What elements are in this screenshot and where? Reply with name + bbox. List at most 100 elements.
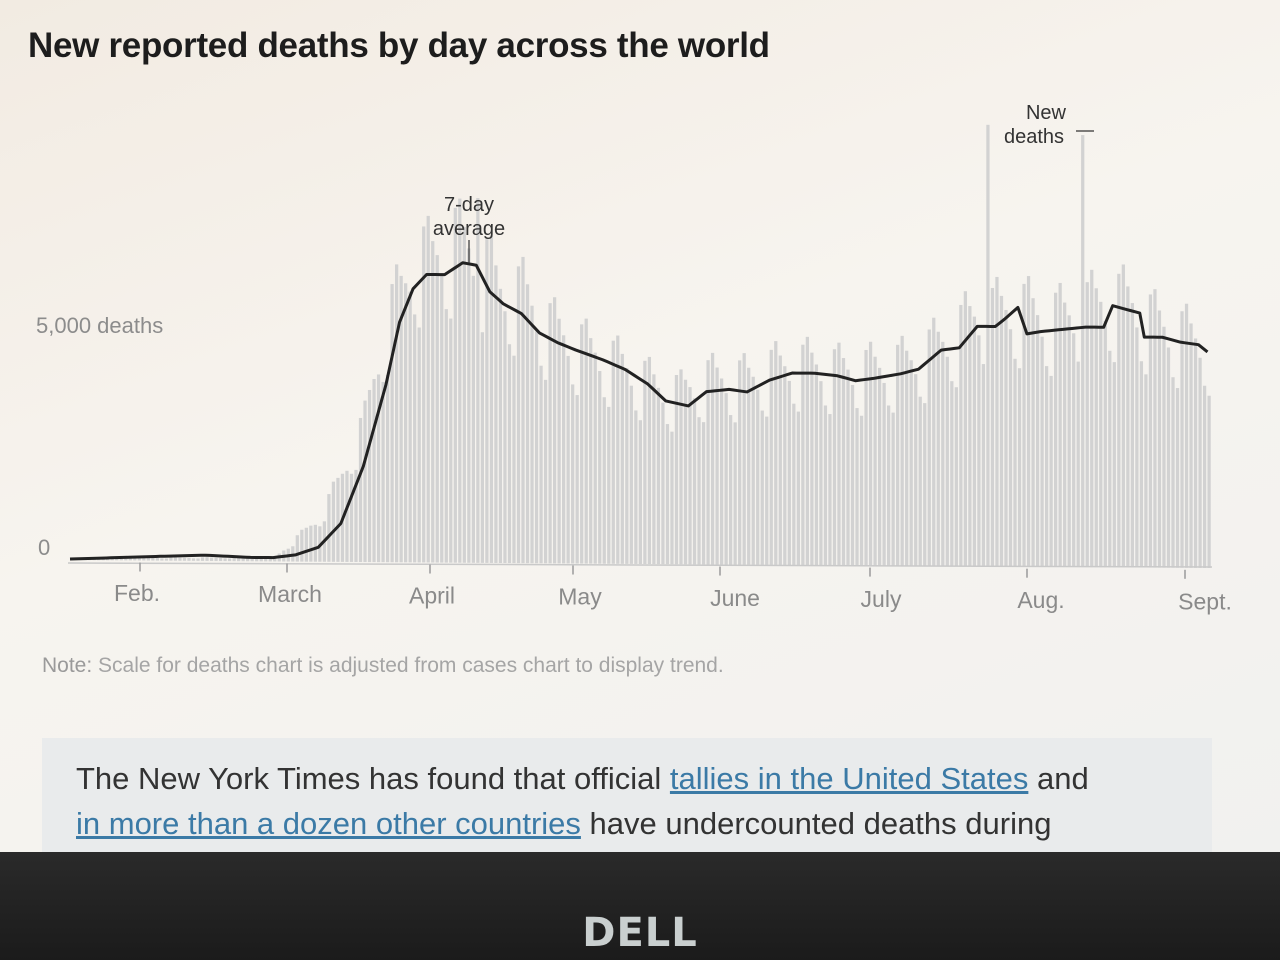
daily-death-bar — [701, 422, 706, 565]
daily-death-bar — [760, 410, 764, 565]
daily-death-bar — [173, 557, 178, 561]
daily-death-bar — [462, 226, 466, 563]
x-tick-label: Feb. — [114, 580, 160, 606]
daily-death-bar — [679, 369, 683, 565]
daily-death-bar — [155, 558, 160, 561]
daily-death-bar — [959, 304, 963, 567]
note-key: Note: — [42, 654, 93, 677]
daily-death-bar — [444, 309, 448, 563]
daily-death-bar — [241, 557, 245, 562]
daily-death-bar — [742, 353, 746, 565]
daily-death-bar — [954, 387, 958, 567]
daily-death-bar — [449, 318, 453, 563]
daily-death-bar — [169, 557, 173, 561]
article-callout: The New York Times has found that offici… — [42, 738, 1212, 856]
daily-death-bar — [349, 473, 354, 562]
daily-death-bar — [435, 255, 439, 563]
daily-death-bar — [729, 415, 733, 565]
daily-death-bar — [738, 360, 742, 565]
daily-death-bar — [611, 340, 615, 564]
daily-death-bar — [1094, 288, 1098, 568]
daily-death-bar — [1099, 301, 1103, 568]
daily-death-bar — [237, 557, 241, 562]
daily-death-bar — [182, 557, 187, 561]
daily-death-bar — [160, 558, 164, 561]
daily-death-bar — [607, 406, 611, 564]
daily-death-bar — [1207, 395, 1211, 568]
daily-death-bar — [1112, 362, 1116, 568]
daily-death-bar — [665, 424, 670, 565]
daily-death-bar — [647, 356, 652, 565]
daily-death-bar — [214, 557, 218, 562]
daily-death-bar — [1058, 282, 1062, 567]
daily-death-bar — [232, 557, 236, 562]
seven-day-average-line — [69, 261, 1209, 561]
daily-death-bar — [485, 239, 489, 563]
daily-death-bar — [327, 494, 331, 562]
daily-death-bar — [981, 364, 986, 567]
daily-death-bar — [859, 415, 864, 566]
daily-death-bar — [304, 527, 308, 562]
daily-death-bar — [313, 524, 317, 562]
daily-death-bar — [345, 470, 349, 562]
daily-death-bar — [972, 316, 977, 567]
daily-death-bar — [1202, 385, 1207, 568]
daily-death-bar — [936, 331, 940, 567]
daily-death-bar — [178, 557, 182, 561]
daily-death-bar — [900, 335, 904, 566]
daily-death-bar — [864, 349, 868, 566]
article-text-3: have undercounted deaths during — [580, 806, 1052, 841]
daily-death-bar — [458, 198, 462, 563]
daily-death-bar — [688, 387, 692, 565]
daily-death-bar — [909, 360, 913, 566]
daily-death-bar — [431, 241, 435, 563]
daily-death-bar — [227, 558, 232, 562]
daily-death-bar — [832, 349, 837, 566]
daily-death-bar — [471, 275, 475, 563]
daily-death-bar — [999, 295, 1004, 567]
daily-death-bar — [968, 306, 972, 567]
annotation-average-line-2: average — [433, 218, 505, 240]
daily-death-bar — [196, 558, 200, 561]
daily-death-bar — [548, 303, 552, 564]
daily-death-bar — [638, 420, 642, 564]
link-us-tallies[interactable]: tallies in the United States — [669, 761, 1029, 796]
daily-death-bar — [796, 411, 800, 566]
daily-death-bar — [363, 400, 367, 563]
daily-death-bar — [877, 367, 882, 566]
daily-death-bar — [543, 379, 548, 564]
article-text-1: The New York Times has found that offici… — [76, 761, 670, 796]
daily-death-bar — [422, 226, 426, 563]
daily-death-bar — [1090, 269, 1094, 568]
daily-death-bar — [417, 327, 421, 563]
daily-death-bar — [467, 248, 471, 563]
daily-death-bar — [747, 367, 751, 565]
daily-death-bar — [891, 412, 895, 566]
daily-death-bar — [1085, 282, 1089, 568]
daily-death-bar — [932, 317, 936, 567]
daily-death-bar — [385, 375, 390, 563]
daily-death-bar — [769, 349, 773, 565]
daily-death-bar — [128, 558, 132, 561]
daily-death-bar — [941, 341, 945, 567]
daily-death-bar — [1180, 311, 1184, 568]
daily-death-bar — [218, 557, 223, 562]
daily-death-bar — [331, 481, 336, 562]
x-tick-label: May — [558, 584, 602, 610]
link-other-countries[interactable]: in more than a dozen other countries — [76, 806, 581, 841]
daily-death-bar — [923, 403, 927, 566]
y-tick-label: 5,000 deaths — [36, 313, 163, 338]
daily-death-bar — [534, 331, 539, 564]
daily-death-bar — [521, 256, 525, 564]
daily-death-bar — [137, 557, 141, 561]
daily-death-bar — [1081, 135, 1085, 568]
daily-death-bar — [426, 215, 430, 563]
daily-death-bar — [142, 557, 146, 561]
daily-death-bar — [1121, 264, 1125, 568]
daily-death-bar — [404, 283, 408, 563]
monitor-bezel — [0, 852, 1280, 960]
daily-death-bar — [841, 358, 846, 566]
daily-death-bar — [372, 379, 376, 563]
daily-death-bar — [1054, 292, 1058, 567]
daily-death-bar — [778, 355, 782, 565]
